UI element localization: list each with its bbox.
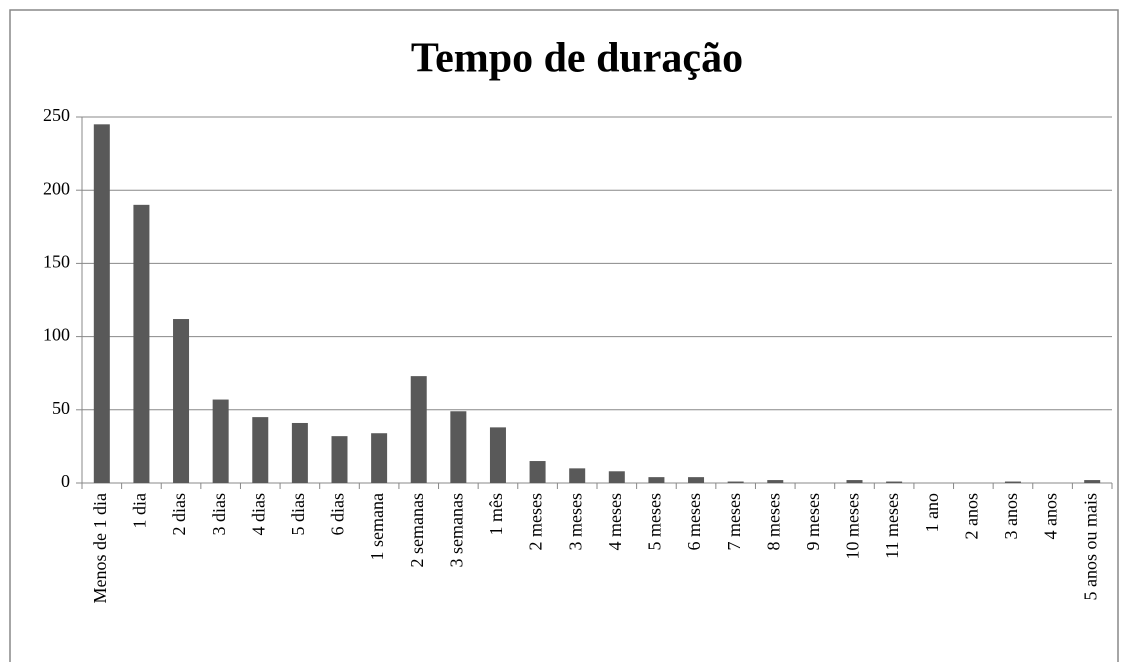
- x-tick-label: 3 anos: [1001, 493, 1021, 540]
- y-tick-label: 100: [43, 325, 70, 345]
- x-tick-label: 7 meses: [724, 493, 744, 551]
- x-tick-label: 4 dias: [248, 493, 268, 536]
- x-tick-label: 11 meses: [882, 493, 902, 559]
- x-tick-label: 10 meses: [843, 493, 863, 560]
- chart-title: Tempo de duração: [411, 36, 743, 82]
- x-tick-label: 2 meses: [526, 493, 546, 551]
- x-tick-label: 1 mês: [486, 493, 506, 536]
- bar: [133, 204, 150, 483]
- x-tick-label: 1 semana: [367, 493, 387, 560]
- x-tick-label: 9 meses: [803, 493, 823, 551]
- bar: [608, 471, 625, 483]
- x-tick-label: 4 meses: [605, 493, 625, 551]
- x-tick-label: 4 anos: [1041, 493, 1061, 540]
- x-tick-label: 2 anos: [961, 493, 981, 540]
- x-tick-label: 1 ano: [922, 493, 942, 533]
- y-tick-label: 50: [52, 398, 70, 418]
- chart-frame: [9, 9, 1119, 662]
- bar: [291, 422, 308, 483]
- bar: [886, 481, 903, 483]
- x-tick-label: 2 dias: [169, 493, 189, 536]
- x-tick-label: 3 meses: [565, 493, 585, 551]
- bar: [727, 481, 744, 483]
- bar: [846, 480, 863, 483]
- x-tick-label: 1 dia: [130, 493, 150, 529]
- x-tick-label: 5 dias: [288, 493, 308, 536]
- y-tick-label: 200: [43, 178, 70, 198]
- x-tick-label: 3 semanas: [446, 493, 466, 567]
- y-tick-label: 150: [43, 252, 70, 272]
- bar: [1004, 481, 1021, 483]
- x-tick-label: 3 dias: [209, 493, 229, 536]
- x-tick-label: 5 anos ou mais: [1080, 493, 1100, 601]
- bar: [371, 433, 388, 483]
- x-tick-label: 6 dias: [328, 493, 348, 536]
- bar: [410, 376, 427, 483]
- y-tick-label: 0: [61, 471, 70, 491]
- bar: [569, 468, 586, 483]
- y-tick-label: 250: [43, 105, 70, 125]
- x-tick-label: 8 meses: [763, 493, 783, 551]
- bar: [529, 461, 546, 483]
- bar: [489, 427, 506, 483]
- bar: [93, 124, 110, 483]
- x-tick-label: 2 semanas: [407, 493, 427, 567]
- bar: [688, 477, 705, 483]
- bar: [212, 399, 229, 483]
- x-tick-label: 6 meses: [684, 493, 704, 551]
- bar: [450, 411, 467, 483]
- bar: [173, 319, 190, 483]
- x-tick-label: 5 meses: [645, 493, 665, 551]
- bar: [331, 436, 348, 483]
- bar: [252, 417, 269, 483]
- bar: [767, 480, 784, 483]
- bar: [648, 477, 665, 483]
- x-tick-label: Menos de 1 dia: [90, 493, 110, 603]
- bar: [1084, 480, 1101, 483]
